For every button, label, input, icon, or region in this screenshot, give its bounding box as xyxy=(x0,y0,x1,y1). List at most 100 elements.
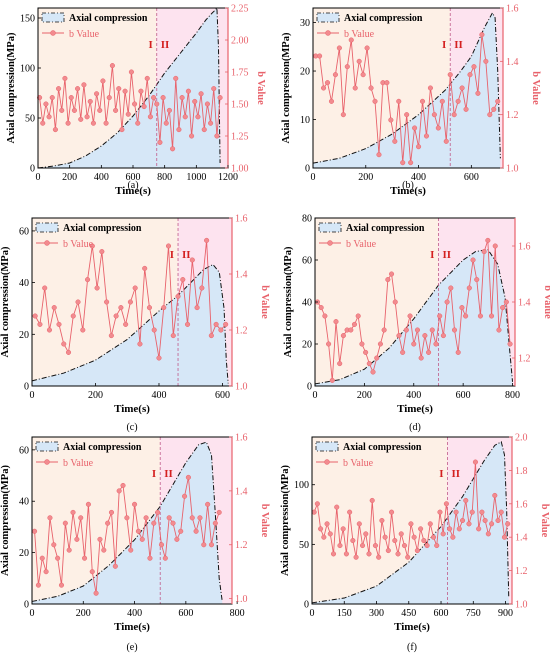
b-value-point xyxy=(147,114,153,120)
b-value-point xyxy=(125,111,131,117)
b-value-point xyxy=(47,515,53,521)
b-value-point xyxy=(351,321,358,327)
b-value-point xyxy=(35,582,41,588)
b-value-point xyxy=(94,91,100,97)
y-right-tick-label: 1.0 xyxy=(235,594,248,605)
b-value-point xyxy=(389,509,395,515)
y-left-tick-label: 40 xyxy=(19,497,29,508)
x-tick-label: 0 xyxy=(36,172,41,183)
phase-I-label: I xyxy=(439,468,443,480)
x-tick-label: 600 xyxy=(456,390,471,401)
b-value-point xyxy=(40,120,46,126)
b-value-point xyxy=(155,509,161,515)
x-tick-label: 0 xyxy=(30,390,35,401)
b-value-point xyxy=(419,98,426,104)
b-value-point xyxy=(93,590,99,596)
x-tick-label: 600 xyxy=(215,390,230,401)
b-value-point xyxy=(340,112,346,118)
b-value-point xyxy=(355,313,361,319)
b-value-point xyxy=(495,98,501,104)
axial-compression-line xyxy=(31,441,223,602)
b-value-point xyxy=(418,355,424,361)
b-value-point xyxy=(322,313,328,319)
b-value-point xyxy=(84,114,90,120)
b-value-point xyxy=(443,501,449,507)
b-value-point xyxy=(376,152,382,158)
b-value-point xyxy=(459,517,466,524)
b-value-point xyxy=(471,64,477,70)
phase-II-label: II xyxy=(451,468,460,480)
b-value-point xyxy=(498,509,504,515)
b-value-point xyxy=(360,72,366,78)
y-left-tick-label: 50 xyxy=(25,114,35,125)
b-value-point xyxy=(189,257,195,263)
b-value-point xyxy=(65,349,72,355)
b-value-point xyxy=(340,333,346,339)
b-value-point xyxy=(157,139,163,145)
b-value-point xyxy=(70,313,76,319)
b-value-point xyxy=(476,526,482,532)
b-value-point xyxy=(180,277,186,283)
b-value-point xyxy=(160,95,166,101)
b-value-point xyxy=(414,548,420,554)
b-value-point xyxy=(51,542,57,548)
b-value-point xyxy=(142,265,148,271)
b-value-point xyxy=(62,520,68,526)
b-value-point xyxy=(321,534,327,540)
b-value-point xyxy=(216,509,222,515)
x-tick-label: 0 xyxy=(311,172,316,183)
phase-I-label: I xyxy=(152,468,156,480)
b-value-point xyxy=(113,107,119,113)
b-value-point xyxy=(74,536,80,542)
legend-b-label: b Value xyxy=(69,29,100,40)
b-value-point xyxy=(451,112,457,118)
b-value-point xyxy=(99,249,105,255)
b-value-point xyxy=(217,95,223,101)
x-tick-label: 400 xyxy=(406,390,421,401)
axial-compression-line xyxy=(311,441,510,604)
b-value-point xyxy=(372,543,378,549)
b-value-point xyxy=(141,104,147,110)
y-left-tick-label: 0 xyxy=(30,164,35,175)
b-value-point xyxy=(459,85,465,91)
y-right-tick-label: 1.8 xyxy=(515,466,528,477)
b-value-point xyxy=(421,537,427,544)
axial-compression-line xyxy=(312,11,501,164)
b-value-point xyxy=(329,377,335,383)
b-value-point xyxy=(343,551,349,557)
y-left-tick-label: 20 xyxy=(300,67,310,78)
b-value-point xyxy=(474,277,480,283)
y-right-tick-label: 1.4 xyxy=(235,486,248,497)
b-value-point xyxy=(356,58,362,64)
b-value-point xyxy=(392,537,398,544)
b-value-point xyxy=(379,517,385,524)
axial-compression-area xyxy=(312,441,509,604)
x-tick-label: 600 xyxy=(434,608,449,619)
b-value-point xyxy=(439,98,445,104)
b-value-point xyxy=(128,547,134,553)
b-value-point xyxy=(372,98,378,104)
b-value-point xyxy=(138,88,144,94)
b-value-point xyxy=(479,509,485,515)
b-value-point xyxy=(71,107,77,113)
b-value-point xyxy=(352,85,358,91)
b-value-point xyxy=(448,285,454,291)
legend-axial-label: Axial compression xyxy=(63,442,142,453)
b-value-point xyxy=(401,543,408,549)
b-value-point xyxy=(359,543,366,549)
b-value-point xyxy=(505,521,511,527)
b-value-point xyxy=(324,521,330,527)
b-value-point xyxy=(43,569,49,575)
x-tick-label: 200 xyxy=(357,390,372,401)
b-value-point xyxy=(42,285,48,291)
legend-axial-label: Axial compression xyxy=(343,442,422,453)
b-value-point xyxy=(382,534,388,540)
b-value-point xyxy=(463,313,469,319)
b-value-point xyxy=(119,127,125,133)
b-value-point xyxy=(65,120,71,126)
panel-f: 0 150 300 450 600 750 900 0 50 100 1.0 1.2 1.4 1.6 1.8… xyxy=(280,433,550,654)
y-right-tick-label: 1.2 xyxy=(515,566,528,577)
b-value-point xyxy=(81,82,87,88)
x-tick-label: 200 xyxy=(76,608,91,619)
b-value-point xyxy=(52,127,58,133)
